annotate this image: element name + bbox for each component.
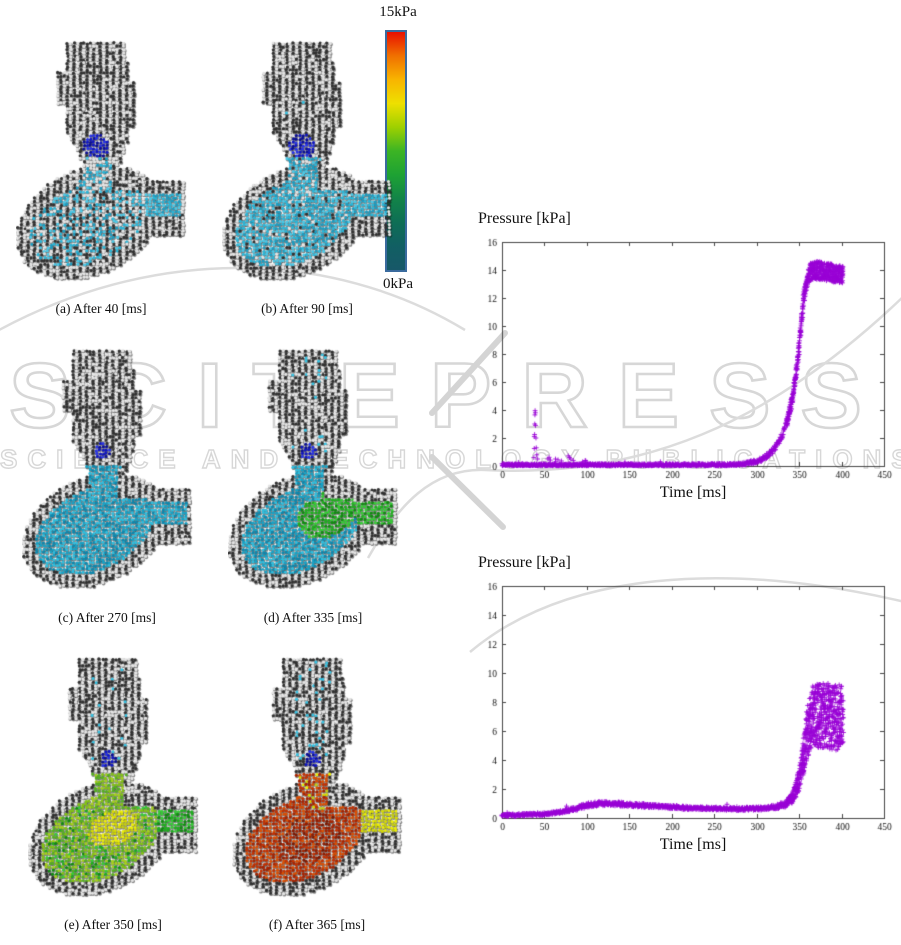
pressure-time-chart-1: Pressure [kPa] Time [ms] bbox=[470, 208, 901, 508]
panel-caption-b: (b) After 90 [ms] bbox=[261, 301, 353, 316]
chart-1-xlabel: Time [ms] bbox=[659, 484, 727, 501]
pressure-time-chart-2: Pressure [kPa] Time [ms] bbox=[470, 552, 901, 864]
chart-2-title: Pressure [kPa] bbox=[478, 554, 571, 571]
panel-caption-e: (e) After 350 [ms] bbox=[64, 917, 162, 932]
particle-panel-d bbox=[228, 338, 418, 610]
particle-panel-a-canvas bbox=[16, 30, 206, 302]
particle-panel-c bbox=[22, 338, 212, 610]
panel-caption-f: (f) After 365 [ms] bbox=[268, 917, 366, 932]
particle-panel-e-canvas bbox=[28, 646, 218, 918]
chart-1-canvas bbox=[470, 232, 901, 500]
particle-panel-a bbox=[16, 30, 206, 302]
particle-panel-f-canvas bbox=[232, 646, 422, 918]
panel-caption-d: (d) After 335 [ms] bbox=[263, 610, 363, 625]
chart-2-xlabel: Time [ms] bbox=[659, 836, 727, 853]
chart-2-canvas bbox=[470, 576, 901, 844]
particle-panel-c-canvas bbox=[22, 338, 212, 610]
particle-panel-e bbox=[28, 646, 218, 918]
panel-caption-c: (c) After 270 [ms] bbox=[58, 610, 156, 625]
particle-panel-b-canvas bbox=[222, 30, 412, 302]
particle-panel-d-canvas bbox=[228, 338, 418, 610]
particle-panel-b bbox=[222, 30, 412, 302]
chart-1-title: Pressure [kPa] bbox=[478, 210, 571, 227]
colorbar-max-label: 15kPa bbox=[379, 4, 417, 20]
particle-panel-f bbox=[232, 646, 422, 918]
panel-caption-a: (a) After 40 [ms] bbox=[55, 301, 147, 316]
